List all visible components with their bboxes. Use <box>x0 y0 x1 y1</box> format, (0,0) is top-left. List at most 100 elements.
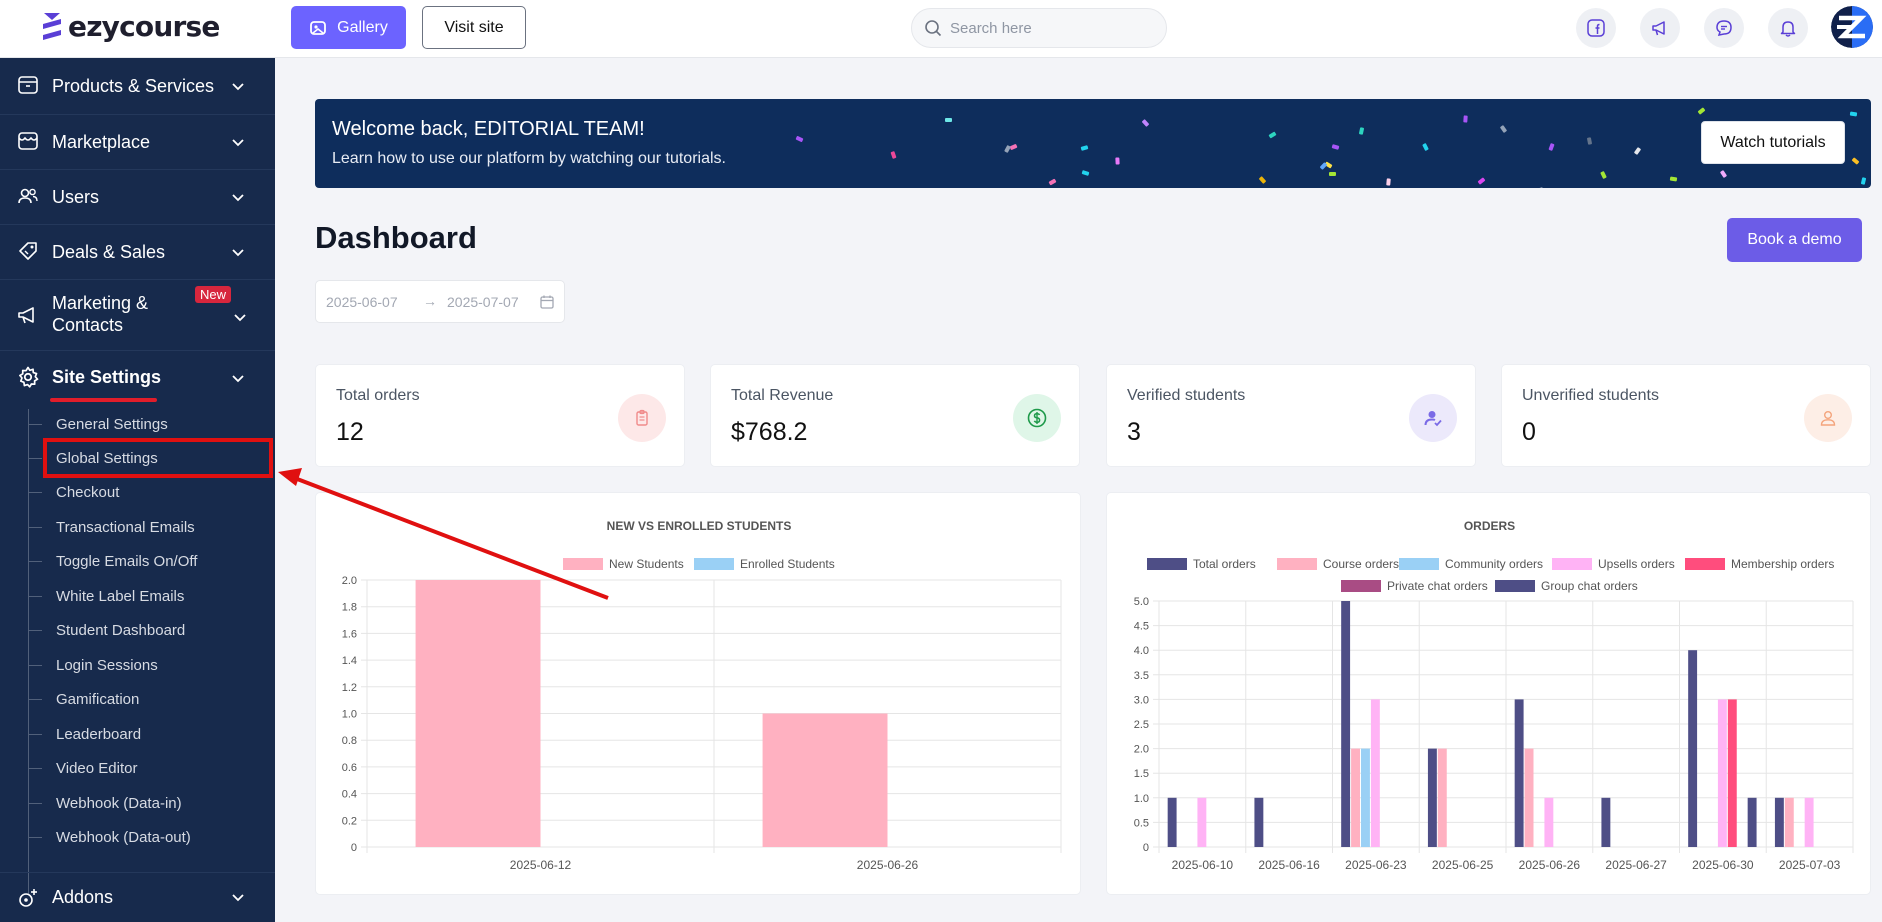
submenu-item[interactable]: Student Dashboard <box>28 620 185 640</box>
chart-title: NEW VS ENROLLED STUDENTS <box>607 519 792 533</box>
bar <box>1370 699 1380 847</box>
submenu-item-label: Checkout <box>56 483 120 501</box>
y-tick-label: 2.0 <box>1134 744 1149 756</box>
submenu-item-label: Toggle Emails On/Off <box>56 552 198 570</box>
bar <box>1197 797 1207 847</box>
tree-branch <box>28 629 42 631</box>
date-range-picker[interactable]: 2025-06-07 → 2025-07-07 <box>315 280 565 323</box>
bell-icon <box>1780 21 1796 37</box>
sidebar-item-site-settings[interactable]: Site Settings <box>0 351 275 405</box>
book-demo-button[interactable]: Book a demo <box>1727 218 1862 262</box>
tree-branch <box>28 595 42 597</box>
avatar-logo-icon <box>1831 6 1873 48</box>
watch-tutorials-button[interactable]: Watch tutorials <box>1701 121 1845 164</box>
date-to[interactable]: 2025-07-07 <box>447 293 519 310</box>
submenu-item[interactable]: Global Settings <box>28 448 158 468</box>
submenu-item[interactable]: Login Sessions <box>28 655 158 675</box>
submenu-item[interactable]: White Label Emails <box>28 586 184 606</box>
tree-branch <box>28 733 42 735</box>
y-tick-label: 5.0 <box>1134 596 1149 608</box>
stat-card-total-orders: Total orders 12 <box>315 364 685 467</box>
sidebar-item-label: Deals & Sales <box>52 242 166 262</box>
legend-swatch <box>1341 580 1381 592</box>
sidebar-item-addons[interactable]: Addons <box>0 873 275 922</box>
orders-chart: ORDERS Total orders Course orders Community… <box>1106 492 1871 895</box>
submenu-item-label: Leaderboard <box>56 725 142 743</box>
submenu-item[interactable]: Video Editor <box>28 758 137 778</box>
y-tick-label: 0.4 <box>342 789 357 801</box>
tree-branch <box>28 457 42 459</box>
addon-icon <box>15 885 41 911</box>
submenu-item-label: Gamification <box>56 690 140 708</box>
bar <box>1774 797 1784 847</box>
x-tick-label: 2025-06-16 <box>1258 858 1320 872</box>
visit-site-button[interactable]: Visit site <box>422 6 526 49</box>
user-avatar[interactable] <box>1831 6 1873 48</box>
bar <box>762 713 888 847</box>
highlight-annotation-box <box>43 438 273 478</box>
y-tick-label: 1.0 <box>342 709 357 721</box>
tree-branch <box>28 491 42 493</box>
confetti-piece <box>1258 176 1267 184</box>
legend-label: Upsells orders <box>1598 557 1675 571</box>
gear-icon <box>15 364 41 390</box>
legend-label: Group chat orders <box>1541 579 1638 593</box>
submenu-item[interactable]: Transactional Emails <box>28 517 195 537</box>
submenu-item[interactable]: Webhook (Data-out) <box>28 827 191 847</box>
bar <box>1601 797 1611 847</box>
legend-swatch <box>563 558 603 570</box>
stat-card-unverified-students: Unverified students 0 <box>1501 364 1871 467</box>
megaphone-icon <box>1652 21 1665 36</box>
logo[interactable]: ezycourse <box>40 10 220 43</box>
legend-swatch <box>1495 580 1535 592</box>
tree-line <box>28 409 29 894</box>
sidebar-item-label: Users <box>52 187 100 207</box>
gallery-button[interactable]: Gallery <box>291 6 406 49</box>
tree-branch <box>28 423 42 425</box>
submenu-item[interactable]: Checkout <box>28 482 119 502</box>
gallery-icon <box>310 20 327 35</box>
stat-label: Verified students <box>1127 387 1246 404</box>
notifications-button[interactable] <box>1768 8 1808 48</box>
sidebar-item-deals[interactable]: Deals & Sales <box>0 225 275 279</box>
submenu-item[interactable]: Toggle Emails On/Off <box>28 551 197 571</box>
confetti-piece <box>1669 176 1678 182</box>
legend-swatch <box>1552 558 1592 570</box>
chevron-down-icon <box>232 83 244 91</box>
sidebar-item-marketing[interactable]: Marketing & Contacts New <box>0 280 275 350</box>
bar <box>1167 797 1177 847</box>
sidebar-item-products[interactable]: Products & Services <box>0 58 275 114</box>
submenu-item[interactable]: Gamification <box>28 689 139 709</box>
x-tick-label: 2025-06-30 <box>1692 858 1754 872</box>
submenu-item[interactable]: Leaderboard <box>28 724 141 744</box>
announcement-button[interactable] <box>1640 8 1680 48</box>
y-tick-label: 1.2 <box>342 682 357 694</box>
search-input[interactable] <box>950 19 1150 37</box>
x-tick-label: 2025-06-25 <box>1432 858 1494 872</box>
sidebar-item-marketplace[interactable]: Marketplace <box>0 115 275 169</box>
submenu-item[interactable]: Webhook (Data-in) <box>28 793 182 813</box>
sidebar-item-label-line1: Marketing & <box>52 293 149 313</box>
verified-user-icon <box>1409 394 1457 442</box>
bar <box>1804 797 1814 847</box>
welcome-banner: Welcome back, EDITORIAL TEAM! Learn how … <box>315 99 1871 188</box>
submenu-item[interactable]: General Settings <box>28 414 168 434</box>
confetti-piece <box>1422 142 1429 152</box>
facebook-button[interactable] <box>1576 8 1616 48</box>
submenu-item-label: Transactional Emails <box>56 518 195 536</box>
legend-swatch <box>1147 558 1187 570</box>
sidebar-item-label: Marketplace <box>52 132 151 152</box>
sidebar-item-users[interactable]: Users <box>0 170 275 224</box>
confetti-piece <box>1319 162 1328 170</box>
legend-swatch <box>1277 558 1317 570</box>
messages-button[interactable] <box>1704 8 1744 48</box>
banner-title: Welcome back, EDITORIAL TEAM! <box>332 118 645 140</box>
y-tick-label: 0.5 <box>1134 817 1149 829</box>
bar <box>1437 748 1447 847</box>
stat-value: 3 <box>1127 418 1141 446</box>
tree-branch <box>28 698 42 700</box>
submenu-item-label: Login Sessions <box>56 656 158 674</box>
date-from[interactable]: 2025-06-07 <box>326 293 398 310</box>
submenu-item-label: Webhook (Data-out) <box>56 828 191 846</box>
y-tick-label: 0.6 <box>342 762 357 774</box>
